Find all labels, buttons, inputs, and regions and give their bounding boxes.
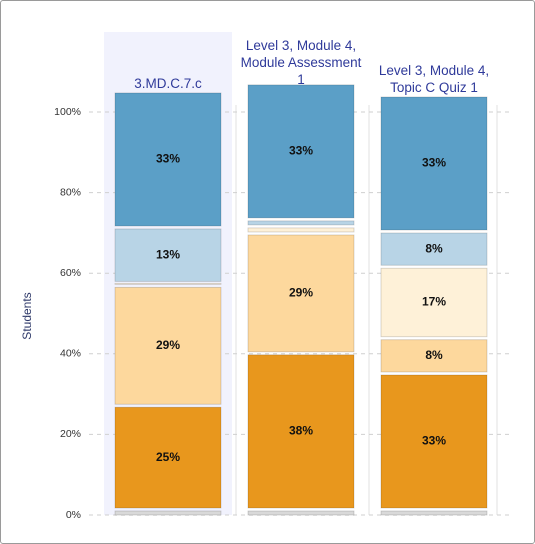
bar-segment (380, 232, 488, 266)
data-label: 33% (422, 156, 446, 170)
bar-segment (380, 510, 488, 516)
bar-segment (247, 354, 355, 509)
data-label: 33% (422, 434, 446, 448)
bar-segment (247, 220, 355, 226)
bar-segment (380, 339, 488, 373)
data-label: 33% (289, 144, 313, 158)
category-label: Level 3, Module 4, Topic C Quiz 1 (378, 62, 490, 95)
data-label: 13% (156, 247, 180, 261)
bar-segment (114, 286, 222, 405)
bar-segment (114, 406, 222, 509)
y-tick-label: 40% (60, 348, 81, 360)
y-tick-label: 60% (60, 267, 81, 279)
bar-segment (247, 510, 355, 516)
y-tick-label: 20% (60, 428, 81, 440)
data-label: 38% (289, 424, 313, 438)
category-label: Level 3, Module 4, Module Assessment 1 (240, 37, 362, 87)
bar-segment (114, 92, 222, 227)
bar-segment (247, 227, 355, 233)
category-label: 3.MD.C.7.c (134, 75, 202, 91)
bar-segment (380, 374, 488, 509)
data-label: 29% (156, 338, 180, 352)
data-label: 29% (289, 286, 313, 300)
data-label: 25% (156, 450, 180, 464)
data-label: 8% (425, 348, 443, 362)
bar-segment (380, 267, 488, 338)
bar-segment (114, 228, 222, 282)
y-tick-label: 80% (60, 186, 81, 198)
data-label: 8% (425, 241, 443, 255)
bar-segment (247, 84, 355, 219)
bar-segment (247, 234, 355, 353)
bar-segment (114, 510, 222, 516)
y-tick-label: 0% (66, 509, 81, 521)
y-axis-label: Students (20, 292, 34, 339)
data-label: 33% (156, 152, 180, 166)
bar-segment (114, 282, 222, 285)
data-label: 17% (422, 295, 446, 309)
y-tick-label: 100% (54, 106, 81, 118)
bar-segment (380, 96, 488, 231)
